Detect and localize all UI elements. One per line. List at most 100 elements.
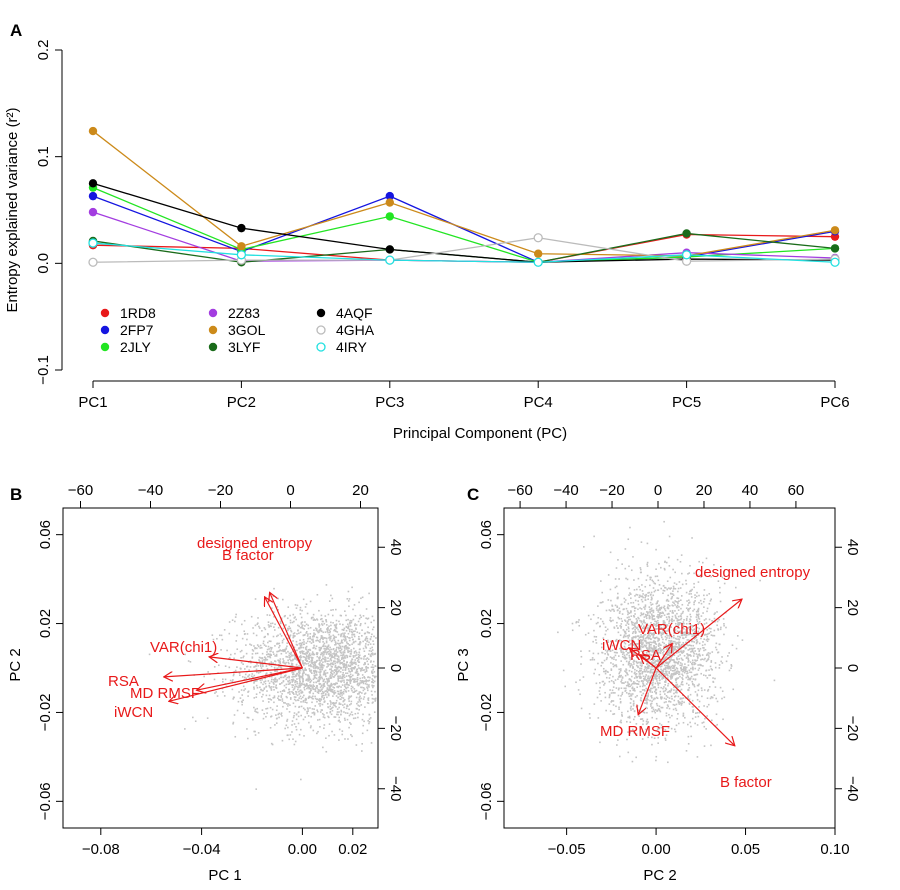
cloud-point [299,644,302,647]
cloud-point [661,663,664,666]
cloud-point [660,634,663,637]
cloud-point [631,664,633,666]
cloud-point [357,678,359,681]
cloud-point [657,686,660,689]
cloud-point [660,724,663,726]
cloud-point [366,687,369,690]
cloud-point [691,667,694,670]
cloud-point [267,680,270,682]
cloud-point [711,669,713,671]
cloud-point [689,661,692,663]
cloud-point [642,593,644,595]
cloud-point [692,629,694,632]
cloud-point [632,689,635,691]
cloud-point [707,652,710,654]
cloud-point [289,697,292,699]
loading-arrow-md-rmsf [638,667,657,715]
cloud-point [270,688,273,690]
cloud-point [318,703,320,705]
cloud-point [315,629,318,632]
cloud-point [327,663,329,665]
cloud-point [678,671,680,673]
cloud-point [298,693,301,695]
cloud-point [650,707,653,709]
cloud-point [640,639,642,642]
cloud-point [656,660,659,663]
cloud-point [315,652,318,654]
cloud-point [666,588,669,591]
cloud-point [354,614,357,617]
cloud-point [602,680,605,683]
cloud-point [670,619,673,622]
cloud-point [358,656,361,659]
cloud-point [302,598,305,601]
cloud-point [694,716,697,718]
cloud-point [232,696,235,699]
cloud-point [625,671,628,674]
cloud-point [611,644,614,647]
cloud-point [348,703,351,706]
cloud-point [344,667,347,669]
cloud-point [364,682,367,685]
cloud-point [691,640,694,643]
cloud-point [278,716,280,719]
cloud-point [330,662,332,665]
cloud-point [319,700,321,703]
cloud-point [645,687,648,690]
cloud-point [613,713,616,715]
cloud-point [336,657,339,660]
cloud-point [641,664,643,666]
cloud-point [692,644,695,647]
cloud-point [278,642,281,645]
cloud-point [593,635,596,638]
cloud-point [252,632,255,635]
cloud-point [299,695,302,698]
cloud-point [597,662,599,665]
cloud-point [277,642,280,645]
cloud-point [741,639,744,641]
cloud-point [674,637,677,640]
cloud-point [344,683,346,686]
cloud-point [623,635,625,638]
cloud-point [326,628,329,630]
cloud-point [618,755,621,758]
cloud-point [658,709,661,712]
cloud-point [281,649,284,651]
cloud-point [635,661,638,664]
cloud-point [318,679,321,681]
cloud-point [359,641,362,644]
cloud-point [682,641,685,644]
cloud-point [346,705,348,708]
cloud-point [702,600,705,603]
cloud-point [234,669,237,672]
cloud-point [635,682,638,685]
cloud-point [268,648,270,650]
cloud-point [344,632,346,634]
cloud-point [302,672,304,675]
cloud-point [591,658,594,661]
cloud-point [624,548,627,550]
cloud-point [697,623,699,626]
cloud-point [289,635,291,637]
cloud-point [618,612,621,614]
cloud-point [673,619,675,622]
cloud-point [714,662,717,664]
cloud-point [313,644,315,647]
cloud-point [680,668,683,671]
cloud-point [643,689,646,691]
cloud-point [315,639,317,642]
cloud-point [632,641,635,643]
cloud-point [667,721,670,723]
cloud-point [357,658,360,661]
cloud-point [660,671,662,673]
cloud-point [658,675,661,678]
cloud-point [232,674,235,677]
cloud-point [374,690,376,693]
cloud-point [293,698,296,701]
cloud-point [329,685,331,687]
cloud-point [272,611,275,613]
cloud-point [282,705,284,708]
cloud-point [285,686,287,689]
cloud-point [304,659,307,662]
cloud-point [675,686,678,688]
